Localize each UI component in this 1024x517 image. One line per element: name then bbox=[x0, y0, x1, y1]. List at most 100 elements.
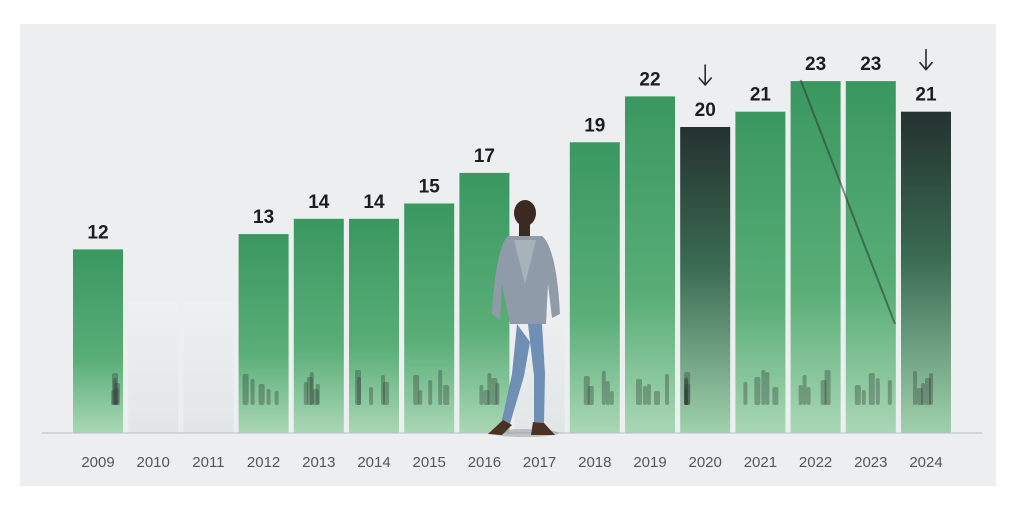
crowd-figure bbox=[684, 377, 689, 405]
crowd-figure bbox=[315, 384, 320, 405]
crowd-figure bbox=[381, 375, 385, 405]
crowd-figure bbox=[925, 378, 931, 405]
chart-panel: 12 13 14 14 15 17 19 22 20 21 23 23 21 2009 2010 2011 2… bbox=[20, 24, 996, 486]
crowd-figure bbox=[306, 377, 313, 405]
crowd-figure bbox=[479, 385, 484, 405]
crowd-figure bbox=[487, 373, 492, 405]
crowd-figure bbox=[684, 372, 691, 405]
bar bbox=[293, 218, 344, 433]
crowd-figure bbox=[242, 374, 249, 405]
crowd-figure bbox=[820, 380, 827, 405]
x-tick-label: 2023 bbox=[854, 454, 887, 471]
crowd-figure bbox=[413, 375, 420, 405]
x-tick-label: 2019 bbox=[633, 454, 666, 471]
x-tick-label: 2017 bbox=[523, 454, 556, 471]
crowd-figure bbox=[114, 383, 120, 405]
value-label: 21 bbox=[750, 85, 772, 106]
bar bbox=[404, 203, 455, 433]
crowd-figure bbox=[647, 384, 651, 405]
crowd-figure bbox=[861, 390, 866, 405]
x-tick-label: 2021 bbox=[744, 454, 777, 471]
crowd-figure bbox=[112, 373, 118, 405]
crowd-figure bbox=[355, 370, 361, 405]
bar-decline bbox=[680, 127, 731, 433]
crowd-figure bbox=[483, 390, 490, 405]
crowd-figure bbox=[495, 383, 500, 405]
crowd-figure bbox=[743, 382, 748, 405]
crowd-figure bbox=[824, 370, 831, 405]
bar-decline bbox=[901, 111, 951, 433]
bar bbox=[790, 81, 841, 433]
crowd-figure bbox=[111, 390, 115, 405]
crowd-figure bbox=[921, 383, 925, 405]
crowd-figure bbox=[438, 370, 443, 405]
crowd-figure bbox=[258, 384, 265, 405]
crowd-figure bbox=[665, 374, 669, 405]
x-tick-label: 2018 bbox=[578, 454, 611, 471]
value-label: 12 bbox=[87, 222, 108, 243]
value-label: 17 bbox=[474, 146, 495, 167]
decorative-rail bbox=[799, 79, 896, 325]
bar bbox=[625, 96, 675, 434]
crowd-figure bbox=[868, 373, 875, 405]
crowd-figure bbox=[854, 385, 861, 405]
value-label: 20 bbox=[695, 100, 716, 121]
x-tick-label: 2010 bbox=[137, 454, 170, 471]
crowd-figure bbox=[605, 381, 610, 405]
crowd-figure bbox=[274, 391, 279, 405]
crowd-figure bbox=[418, 390, 423, 405]
value-label: 22 bbox=[639, 69, 660, 90]
x-tick-label: 2016 bbox=[468, 454, 501, 471]
value-label: 14 bbox=[363, 192, 385, 213]
crowd-figure bbox=[609, 391, 614, 405]
crowd-silhouettes bbox=[111, 79, 933, 405]
value-label: 23 bbox=[805, 54, 826, 75]
value-label: 13 bbox=[253, 207, 274, 228]
crowd-figure bbox=[684, 379, 689, 405]
crowd-figure bbox=[754, 377, 761, 405]
crowd-figure bbox=[772, 387, 779, 405]
crowd-figure bbox=[428, 380, 433, 405]
crowd-figure bbox=[643, 386, 647, 405]
crowd-figure bbox=[587, 386, 594, 405]
down-arrow-icon bbox=[698, 64, 712, 86]
value-label: 15 bbox=[419, 177, 441, 198]
crowd-figure bbox=[601, 371, 606, 405]
crowd-figure bbox=[875, 378, 880, 405]
x-tick-label: 2013 bbox=[302, 454, 335, 471]
x-tick-label: 2022 bbox=[799, 454, 832, 471]
x-tick-label: 2009 bbox=[81, 454, 114, 471]
crowd-figure bbox=[802, 375, 807, 405]
crowd-figure bbox=[383, 382, 389, 405]
crowd-figure bbox=[357, 377, 361, 405]
bar bbox=[459, 172, 510, 433]
crowd-figure bbox=[684, 384, 691, 405]
crowd-figure bbox=[113, 378, 117, 405]
crowd-figure bbox=[583, 376, 590, 405]
crowd-figure bbox=[312, 389, 319, 405]
crowd-figure bbox=[491, 378, 498, 405]
down-arrow-icon bbox=[919, 48, 933, 71]
crowd-figure bbox=[798, 385, 803, 405]
x-tick-label: 2011 bbox=[192, 454, 224, 471]
x-tick-label: 2024 bbox=[909, 454, 942, 471]
crowd-figure bbox=[309, 372, 314, 405]
value-label: 19 bbox=[584, 115, 605, 136]
walking-man-figure bbox=[488, 200, 560, 437]
crowd-figure bbox=[806, 387, 811, 405]
x-tick-label: 2012 bbox=[247, 454, 280, 471]
crowd-figure bbox=[917, 388, 923, 405]
crowd-figure bbox=[266, 389, 271, 405]
value-label: 21 bbox=[915, 85, 937, 106]
bar-empty bbox=[128, 303, 179, 433]
bar bbox=[238, 234, 289, 433]
crowd-figure bbox=[303, 382, 308, 405]
bar bbox=[845, 81, 896, 433]
crowd-figure bbox=[115, 388, 119, 405]
x-tick-label: 2014 bbox=[357, 454, 390, 471]
x-tick-label: 2015 bbox=[413, 454, 446, 471]
value-label: 14 bbox=[308, 192, 330, 213]
crowd-figure bbox=[765, 372, 770, 405]
crowd-figure bbox=[250, 379, 255, 405]
